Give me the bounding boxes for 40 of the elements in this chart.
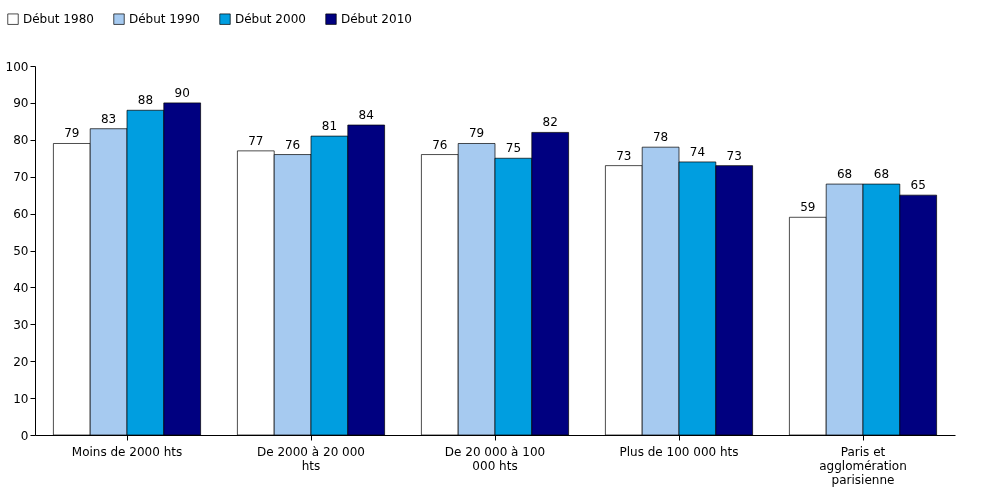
y-tick-label: 20 xyxy=(13,354,29,369)
data-label: 76 xyxy=(284,137,301,152)
data-label: 59 xyxy=(800,200,816,215)
data-label: 83 xyxy=(100,111,117,126)
data-label: 81 xyxy=(321,119,338,134)
x-tick-label: De 20 000 à 100 000 hts xyxy=(444,444,546,473)
data-label: 65 xyxy=(910,178,926,193)
y-tick-label: 40 xyxy=(13,280,29,295)
data-label: 78 xyxy=(652,130,669,145)
data-label: 73 xyxy=(616,148,632,163)
data-label: 82 xyxy=(542,115,558,130)
data-label: 90 xyxy=(174,85,190,100)
y-tick-label: 100 xyxy=(5,59,29,74)
data-label: 88 xyxy=(137,93,154,108)
legend-label: Début 2000 xyxy=(235,12,306,27)
data-label: 73 xyxy=(726,148,742,163)
y-tick-label: 30 xyxy=(13,317,29,332)
y-tick-label: 10 xyxy=(13,391,29,406)
x-tick-label: Paris et agglomération parisienne xyxy=(819,444,907,487)
y-tick-label: 80 xyxy=(13,133,29,148)
data-label: 75 xyxy=(505,141,522,156)
y-tick-label: 0 xyxy=(20,428,29,443)
data-label: 79 xyxy=(64,126,80,141)
data-label: 79 xyxy=(468,126,485,141)
data-label: 74 xyxy=(689,144,706,159)
x-tick-label: De 2000 à 20 000 hts xyxy=(257,444,365,473)
x-tick-label: Moins de 2000 hts xyxy=(71,444,183,459)
legend-label: Début 1980 xyxy=(23,12,94,27)
data-label: 68 xyxy=(836,167,853,182)
data-label: 84 xyxy=(358,108,374,123)
legend-label: Début 2010 xyxy=(341,12,412,27)
data-label: 77 xyxy=(248,133,264,148)
y-tick-label: 60 xyxy=(13,207,29,222)
legend-label: Début 1990 xyxy=(129,12,200,27)
data-label: 76 xyxy=(432,137,448,152)
x-tick-label: Plus de 100 000 hts xyxy=(619,444,739,459)
y-tick-label: 70 xyxy=(13,170,29,185)
y-tick-label: 90 xyxy=(13,96,29,111)
data-label: 68 xyxy=(873,167,890,182)
y-tick-label: 50 xyxy=(13,244,29,258)
